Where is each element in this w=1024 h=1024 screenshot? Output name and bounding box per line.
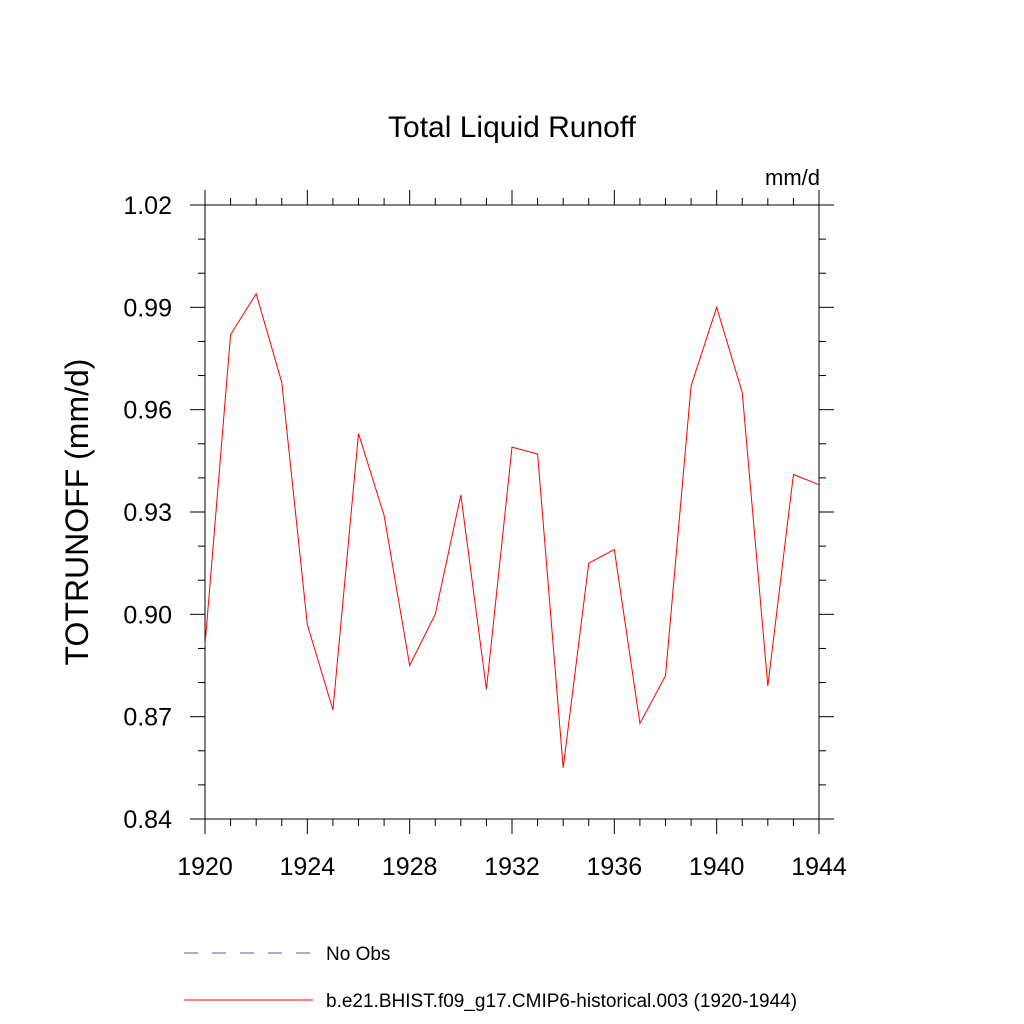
x-tick-label: 1920 (177, 853, 233, 881)
x-tick-label: 1940 (689, 853, 745, 881)
y-tick-label: 0.90 (123, 601, 172, 629)
axis-tick-labels: 1920 1924 1928 1932 1936 1940 1944 0.84 0.87 0.90… (123, 192, 847, 881)
x-tick-label: 1932 (484, 853, 540, 881)
y-axis-label: TOTRUNOFF (mm/d) (59, 359, 95, 666)
legend-label: b.e21.BHIST.f09_g17.CMIP6-historical.003… (326, 991, 797, 1012)
x-tick-label: 1928 (382, 853, 438, 881)
y-tick-label: 0.99 (123, 294, 172, 322)
x-tick-label: 1936 (587, 853, 643, 881)
plot-frame (204, 204, 820, 820)
y-tick-label: 0.96 (123, 397, 172, 425)
y-tick-label: 0.87 (123, 704, 172, 732)
y-tick-label: 1.02 (123, 192, 172, 220)
series-line (204, 292, 820, 768)
legend: No Obs b.e21.BHIST.f09_g17.CMIP6-historic… (184, 944, 797, 1012)
x-tick-label: 1944 (791, 853, 847, 881)
legend-label: No Obs (326, 944, 390, 965)
axis-ticks (190, 190, 834, 834)
y-tick-label: 0.84 (123, 806, 172, 834)
data-series (204, 292, 820, 768)
units-label: mm/d (765, 165, 820, 190)
x-tick-label: 1924 (280, 853, 336, 881)
y-tick-label: 0.93 (123, 499, 172, 527)
chart-title: Total Liquid Runoff (388, 111, 637, 144)
